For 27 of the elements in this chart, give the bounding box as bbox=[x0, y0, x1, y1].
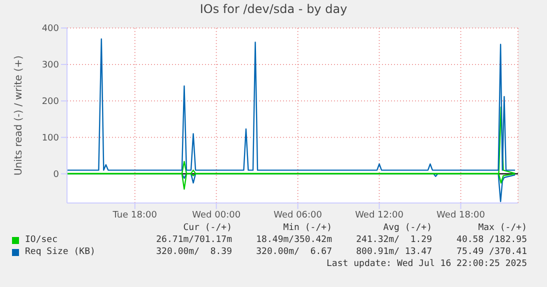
chart-title: IOs for /dev/sda - by day bbox=[198, 2, 348, 16]
text: Min (-/+) bbox=[282, 222, 332, 234]
y-tick-label: 0 bbox=[53, 170, 60, 180]
text: 320.00m/ 6.67 bbox=[255, 246, 332, 258]
text: 40.58 /182.95 bbox=[456, 234, 527, 246]
text: 26.71m/701.17m bbox=[155, 234, 232, 246]
text: 320.00m/ 8.39 bbox=[155, 246, 232, 258]
legend-label: IO/sec bbox=[24, 234, 59, 246]
y-tick-label: 200 bbox=[42, 97, 60, 108]
x-tick-label: Wed 06:00 bbox=[274, 210, 322, 220]
y-tick-label: 400 bbox=[42, 24, 60, 34]
text: Avg (-/+) bbox=[382, 222, 432, 234]
text: 800.91m/ 13.47 bbox=[355, 246, 432, 258]
x-tick-label: Wed 12:00 bbox=[355, 210, 404, 220]
text: 75.49 /370.41 bbox=[456, 246, 527, 258]
text: Max (-/+) bbox=[477, 222, 527, 234]
x-tick-label: Tue 18:00 bbox=[112, 210, 158, 220]
text: Last update: Wed Jul 16 22:00:25 2025 bbox=[326, 258, 527, 270]
y-axis-title: Units read (-) / write (+) bbox=[14, 55, 25, 176]
x-tick-label: Wed 00:00 bbox=[192, 210, 241, 220]
text: 241.32m/ 1.29 bbox=[355, 234, 432, 246]
text: Cur (-/+) bbox=[182, 222, 232, 234]
y-tick-label: 300 bbox=[42, 60, 60, 71]
text: 18.49m/350.42m bbox=[255, 234, 332, 246]
legend-label: Req Size (KB) bbox=[24, 246, 96, 258]
x-tick-label: Wed 18:00 bbox=[436, 210, 486, 220]
y-tick-label: 100 bbox=[42, 134, 60, 144]
